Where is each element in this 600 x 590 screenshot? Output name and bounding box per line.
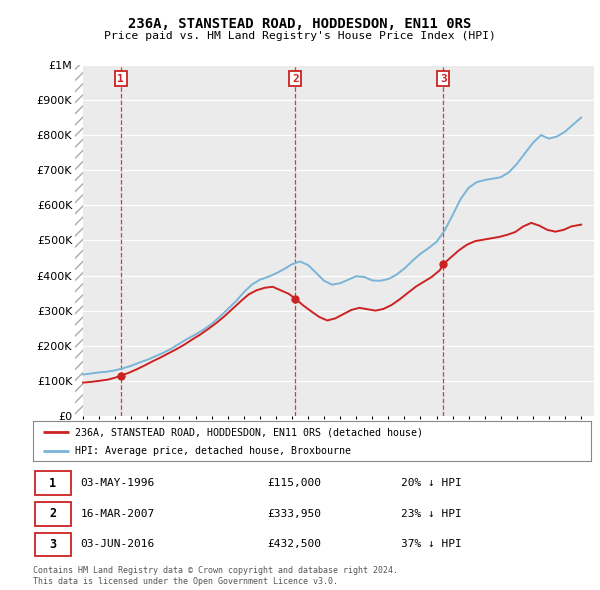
Text: This data is licensed under the Open Government Licence v3.0.: This data is licensed under the Open Gov… xyxy=(33,577,338,586)
Text: 2: 2 xyxy=(292,74,299,84)
Text: 03-JUN-2016: 03-JUN-2016 xyxy=(80,539,155,549)
Bar xyxy=(75,65,83,416)
FancyBboxPatch shape xyxy=(35,471,71,495)
FancyBboxPatch shape xyxy=(35,502,71,526)
Text: 1: 1 xyxy=(118,74,124,84)
Text: 1: 1 xyxy=(49,477,56,490)
Text: £333,950: £333,950 xyxy=(268,509,322,519)
Text: 2: 2 xyxy=(49,507,56,520)
Text: Contains HM Land Registry data © Crown copyright and database right 2024.: Contains HM Land Registry data © Crown c… xyxy=(33,566,398,575)
Text: 16-MAR-2007: 16-MAR-2007 xyxy=(80,509,155,519)
Text: 236A, STANSTEAD ROAD, HODDESDON, EN11 0RS (detached house): 236A, STANSTEAD ROAD, HODDESDON, EN11 0R… xyxy=(75,428,423,438)
Text: 20% ↓ HPI: 20% ↓ HPI xyxy=(401,478,462,489)
Text: Price paid vs. HM Land Registry's House Price Index (HPI): Price paid vs. HM Land Registry's House … xyxy=(104,31,496,41)
Text: 3: 3 xyxy=(440,74,446,84)
Text: 23% ↓ HPI: 23% ↓ HPI xyxy=(401,509,462,519)
FancyBboxPatch shape xyxy=(35,533,71,556)
Text: £115,000: £115,000 xyxy=(268,478,322,489)
Text: 37% ↓ HPI: 37% ↓ HPI xyxy=(401,539,462,549)
Text: £432,500: £432,500 xyxy=(268,539,322,549)
Text: 236A, STANSTEAD ROAD, HODDESDON, EN11 0RS: 236A, STANSTEAD ROAD, HODDESDON, EN11 0R… xyxy=(128,17,472,31)
Text: 3: 3 xyxy=(49,538,56,551)
Text: 03-MAY-1996: 03-MAY-1996 xyxy=(80,478,155,489)
Text: HPI: Average price, detached house, Broxbourne: HPI: Average price, detached house, Brox… xyxy=(75,447,351,456)
